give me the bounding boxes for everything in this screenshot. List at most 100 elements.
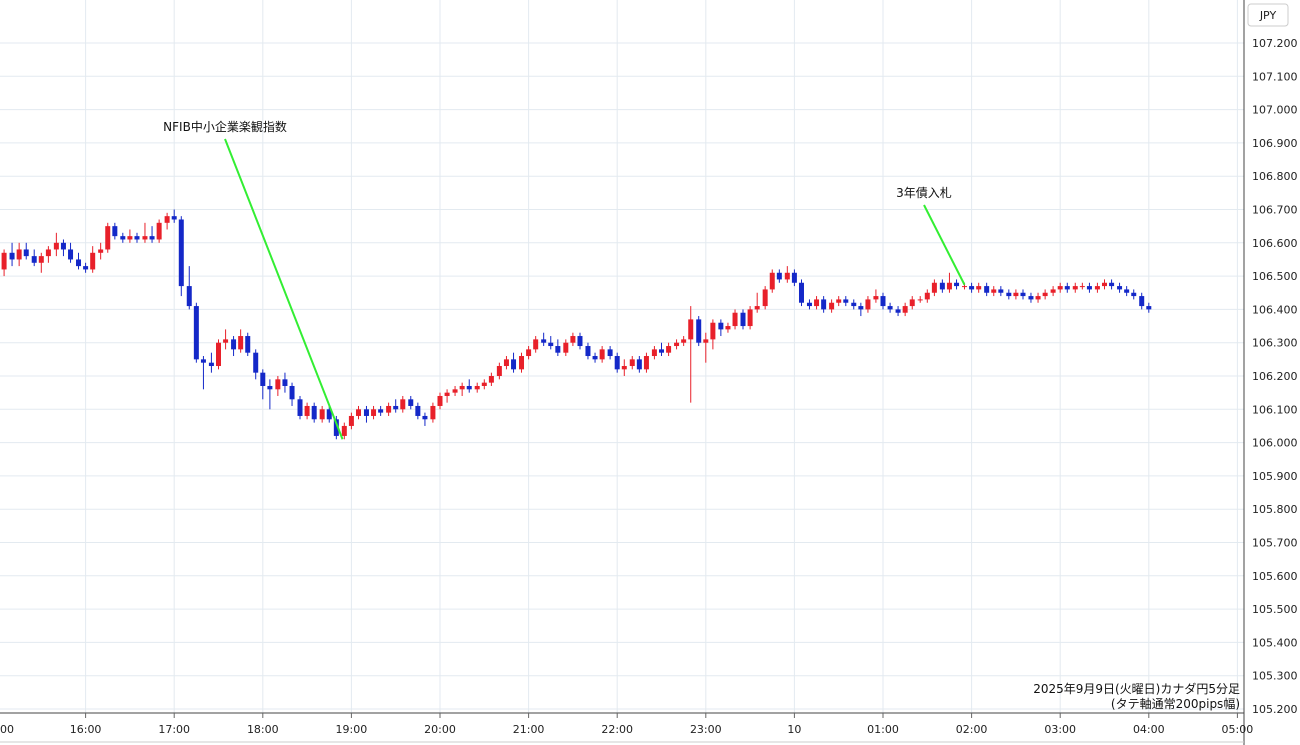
candle-down xyxy=(9,242,15,267)
candle-up xyxy=(38,252,44,273)
candle-up xyxy=(216,339,221,370)
y-tick-label: 105.700 xyxy=(1252,537,1298,550)
candle-body xyxy=(563,342,569,353)
candle-down xyxy=(954,279,960,290)
candle-down xyxy=(1020,289,1026,300)
candle-body xyxy=(548,342,554,347)
candle-up xyxy=(629,356,635,370)
candle-up xyxy=(348,412,354,430)
candle-up xyxy=(924,289,930,303)
candle-down xyxy=(607,346,613,360)
x-tick-label: 10 xyxy=(787,723,801,736)
candle-up xyxy=(386,402,392,416)
candle-body xyxy=(725,326,731,330)
candle-down xyxy=(1006,289,1012,300)
y-tick-label: 106.900 xyxy=(1252,137,1298,150)
candle-down xyxy=(31,249,37,267)
candle-down xyxy=(253,349,259,380)
candle-body xyxy=(533,339,539,350)
candle-up xyxy=(754,292,760,313)
candle-body xyxy=(68,249,74,260)
candle-up xyxy=(223,329,229,350)
y-tick-label: 105.500 xyxy=(1252,603,1298,616)
candle-down xyxy=(740,309,746,330)
candle-body xyxy=(621,366,627,370)
candle-up xyxy=(371,405,377,420)
candle-body xyxy=(917,299,923,301)
y-axis-tick-labels: 107.200 107.100 107.000 106.900 106.800 106.7… xyxy=(1252,37,1298,716)
candle-body xyxy=(688,319,694,340)
candle-body xyxy=(120,236,126,240)
candle-down xyxy=(260,369,266,400)
candle-down xyxy=(422,412,428,426)
y-tick-label: 107.200 xyxy=(1252,37,1298,50)
candle-down xyxy=(68,242,74,263)
candle-down xyxy=(636,356,642,373)
annotation-leader-line xyxy=(923,204,966,286)
y-tick-label: 105.900 xyxy=(1252,470,1298,483)
candle-body xyxy=(76,259,82,267)
candle-body xyxy=(496,366,502,376)
candle-body xyxy=(798,282,804,303)
candle-down xyxy=(134,232,140,243)
candle-down xyxy=(245,332,251,357)
y-tick-label: 106.400 xyxy=(1252,303,1298,316)
candle-body xyxy=(931,282,937,293)
candle-down xyxy=(858,302,864,317)
candle-up xyxy=(341,422,347,440)
candle-down xyxy=(592,352,598,363)
candle-body xyxy=(895,309,901,313)
candle-body xyxy=(909,299,915,307)
candle-body xyxy=(253,352,259,373)
candle-body xyxy=(754,306,760,310)
chart-caption-line-2: (タテ軸通常200pips幅) xyxy=(1111,696,1240,711)
y-tick-label: 107.000 xyxy=(1252,104,1298,117)
candle-up xyxy=(1042,289,1048,300)
candle-body xyxy=(599,349,605,360)
candle-body xyxy=(954,282,960,287)
candle-up xyxy=(762,286,768,310)
candle-body xyxy=(1094,286,1100,290)
candle-down xyxy=(776,269,782,283)
candle-body xyxy=(511,359,517,370)
candle-body xyxy=(674,342,680,347)
candle-up xyxy=(1,249,7,277)
candle-body xyxy=(1109,282,1115,287)
candle-down xyxy=(851,299,857,310)
candle-body xyxy=(1131,292,1137,297)
candle-body xyxy=(31,256,37,263)
candle-up xyxy=(503,356,509,370)
candle-down xyxy=(289,382,295,406)
x-axis-tick-labels: 00 16:00 17:00 18:00 19:00 20:00 21:00 22:00 23:… xyxy=(0,713,1253,736)
candle-up xyxy=(90,246,96,273)
candle-up xyxy=(1050,286,1056,297)
candle-up xyxy=(917,296,923,303)
candle-body xyxy=(1,252,7,270)
candle-down xyxy=(311,402,317,423)
candle-up xyxy=(621,359,627,376)
candle-down xyxy=(1064,282,1070,293)
candle-up xyxy=(703,332,709,363)
candle-body xyxy=(1124,289,1130,293)
y-tick-label: 105.800 xyxy=(1252,503,1298,516)
candle-body xyxy=(791,272,797,283)
candle-up xyxy=(526,346,532,360)
candle-body xyxy=(991,289,997,293)
candle-body xyxy=(851,302,857,307)
candle-down xyxy=(363,405,369,423)
candle-up xyxy=(452,385,458,396)
candle-body xyxy=(319,409,325,420)
candle-up xyxy=(814,296,820,310)
candle-down xyxy=(969,282,975,293)
y-tick-label: 106.800 xyxy=(1252,170,1298,183)
candle-up xyxy=(725,322,731,333)
candle-down xyxy=(333,415,339,440)
candle-down xyxy=(939,279,945,293)
candle-body xyxy=(762,289,768,307)
candle-up xyxy=(643,352,649,373)
candle-up xyxy=(1079,282,1085,290)
y-tick-label: 105.400 xyxy=(1252,636,1298,649)
candle-down xyxy=(76,252,82,270)
y-tick-label: 106.700 xyxy=(1252,204,1298,217)
